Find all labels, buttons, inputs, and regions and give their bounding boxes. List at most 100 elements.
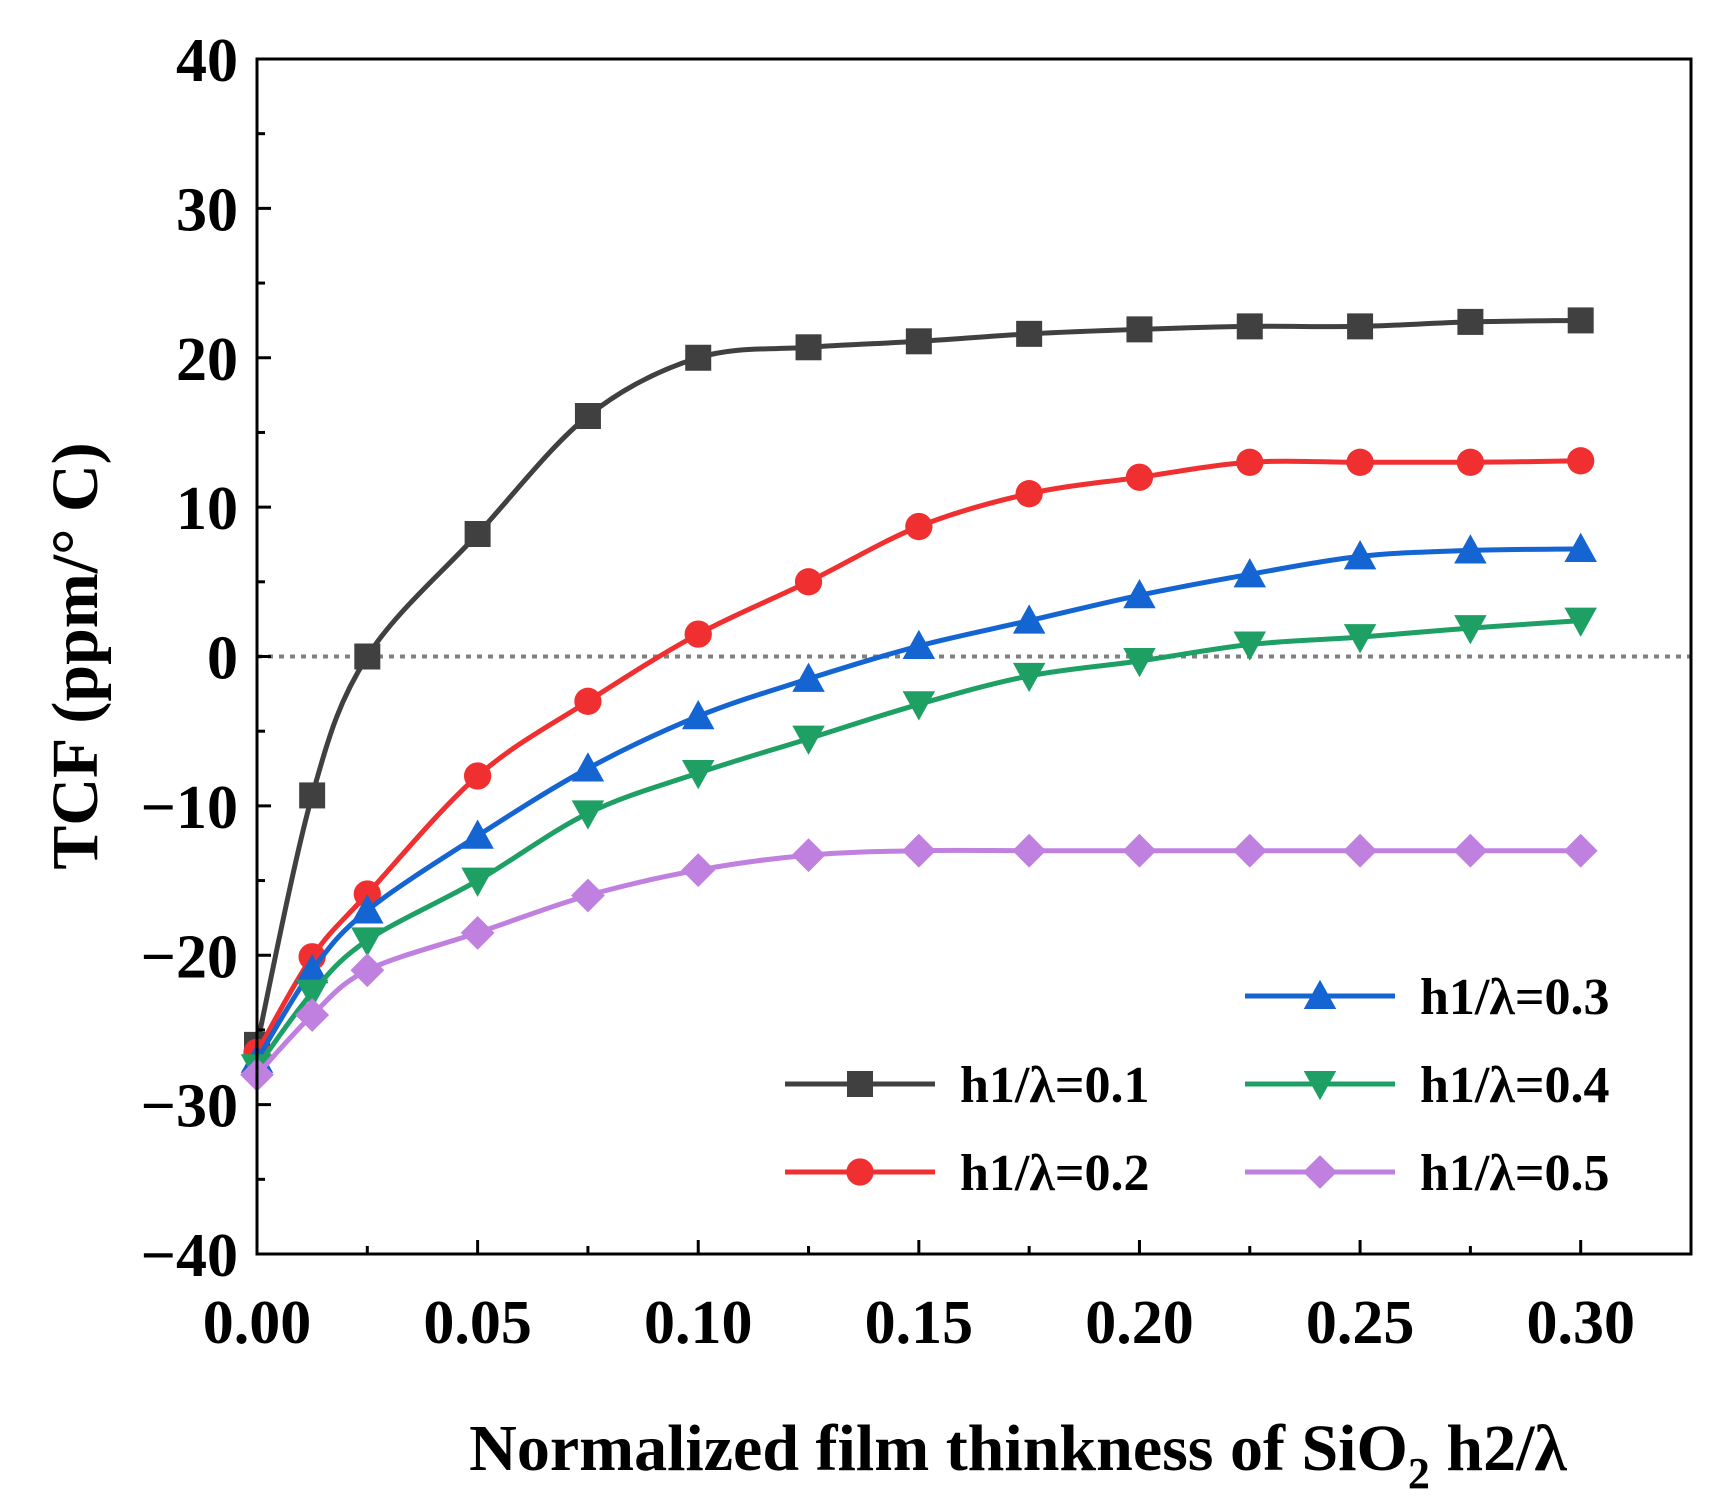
data-point	[795, 334, 822, 361]
x-tick-label: 0.30	[1526, 1289, 1635, 1357]
data-point	[353, 880, 381, 908]
data-point	[902, 691, 936, 721]
series-line-2	[254, 458, 1581, 1054]
series-layer	[240, 307, 1598, 1092]
data-point	[460, 915, 495, 950]
data-point	[1123, 647, 1156, 678]
data-point	[1567, 307, 1594, 334]
data-point	[681, 853, 716, 888]
data-point	[681, 760, 715, 790]
legend-item-5: h1/λ=0.5	[1245, 1145, 1610, 1202]
data-point	[1016, 320, 1043, 347]
x-axis-title: Normalized film thinkness of SiO2 h2/λ	[469, 1412, 1567, 1498]
data-point	[1564, 607, 1597, 637]
legend-label: h1/λ=0.3	[1420, 969, 1610, 1026]
x-tick-label: 0.05	[423, 1289, 532, 1357]
y-tick-label: −40	[141, 1222, 238, 1290]
y-tick-label: 0	[207, 625, 238, 693]
y-tick-label: −20	[141, 923, 238, 991]
data-point	[792, 725, 825, 755]
data-point	[574, 687, 602, 715]
data-point	[1233, 558, 1267, 588]
legend-marker	[1303, 1155, 1337, 1189]
legend-marker	[1303, 979, 1337, 1009]
y-axis-title: TCF (ppm/° C)	[39, 442, 112, 869]
data-point	[1122, 833, 1157, 868]
data-point	[1343, 833, 1377, 868]
series-line-3	[254, 546, 1581, 1062]
data-point	[905, 512, 933, 541]
y-tick-label: 30	[176, 176, 238, 244]
y-tick-label: 10	[176, 475, 238, 543]
legend: h1/λ=0.1 h1/λ=0.2 h1/λ=0.3 h1/λ=0.4 h1/λ=0.5	[785, 969, 1610, 1202]
data-point	[1564, 532, 1597, 562]
data-point	[905, 328, 932, 355]
legend-label: h1/λ=0.1	[960, 1057, 1150, 1114]
data-point	[350, 953, 385, 988]
legend-label: h1/λ=0.2	[960, 1145, 1150, 1202]
legend-marker	[847, 1071, 873, 1097]
series-5	[240, 833, 1598, 1092]
data-point	[1347, 313, 1374, 340]
data-point	[1012, 604, 1046, 634]
data-point	[1567, 447, 1595, 475]
series-4	[240, 607, 1597, 1084]
data-point	[354, 643, 381, 670]
legend-item-3: h1/λ=0.3	[1245, 969, 1610, 1026]
data-point	[901, 833, 936, 868]
data-point	[461, 819, 494, 849]
legend-item-4: h1/λ=0.4	[1245, 1057, 1610, 1114]
data-point	[1454, 534, 1487, 564]
data-point	[1343, 540, 1377, 570]
data-point	[571, 752, 605, 782]
x-tick-label: 0.20	[1085, 1289, 1194, 1357]
data-point	[1236, 448, 1264, 476]
x-axis-title-subscript: 2	[1408, 1449, 1430, 1498]
data-point	[791, 838, 826, 873]
data-point	[1453, 833, 1488, 868]
legend-label: h1/λ=0.4	[1420, 1057, 1610, 1114]
data-point	[463, 762, 492, 790]
legend-marker	[846, 1158, 874, 1186]
data-point	[295, 998, 330, 1032]
x-tick-label: 0.00	[203, 1289, 312, 1357]
data-point	[571, 800, 605, 830]
data-point	[794, 568, 823, 596]
data-point	[351, 927, 384, 957]
legend-marker	[1303, 1071, 1337, 1101]
legend-item-2: h1/λ=0.2	[785, 1145, 1150, 1202]
data-point	[1236, 313, 1263, 340]
data-point	[681, 700, 715, 730]
data-point	[1125, 463, 1154, 491]
data-point	[574, 403, 601, 430]
data-point	[1015, 480, 1043, 508]
legend-label: h1/λ=0.5	[1420, 1145, 1610, 1202]
data-point	[295, 979, 329, 1009]
data-point	[685, 344, 712, 371]
data-point	[1232, 833, 1267, 868]
series-line-4	[254, 618, 1581, 1069]
data-point	[1012, 833, 1047, 868]
data-point	[1123, 579, 1156, 609]
x-tick-label: 0.10	[644, 1289, 753, 1357]
x-tick-label: 0.15	[865, 1289, 974, 1357]
data-point	[461, 867, 494, 897]
data-point	[902, 629, 936, 660]
y-tick-label: 20	[176, 326, 238, 394]
x-axis-title-tail: h2/λ	[1430, 1412, 1568, 1485]
y-tick-label: −10	[141, 774, 238, 842]
y-tick-label: −30	[141, 1073, 238, 1141]
data-point	[464, 521, 491, 548]
data-point	[1012, 662, 1046, 693]
data-point	[684, 620, 712, 648]
data-point	[1233, 631, 1267, 661]
data-point	[571, 878, 605, 913]
data-point	[299, 782, 326, 809]
axis-layer: 0.00 0.05 0.10 0.15 0.20 0.25 0.30 −40 −30 −20 −10…	[141, 27, 1693, 1357]
legend-item-1: h1/λ=0.1	[785, 1057, 1150, 1114]
data-point	[295, 953, 329, 984]
data-point	[1456, 448, 1485, 476]
x-tick-label: 0.25	[1306, 1289, 1415, 1357]
data-point	[1457, 308, 1484, 335]
